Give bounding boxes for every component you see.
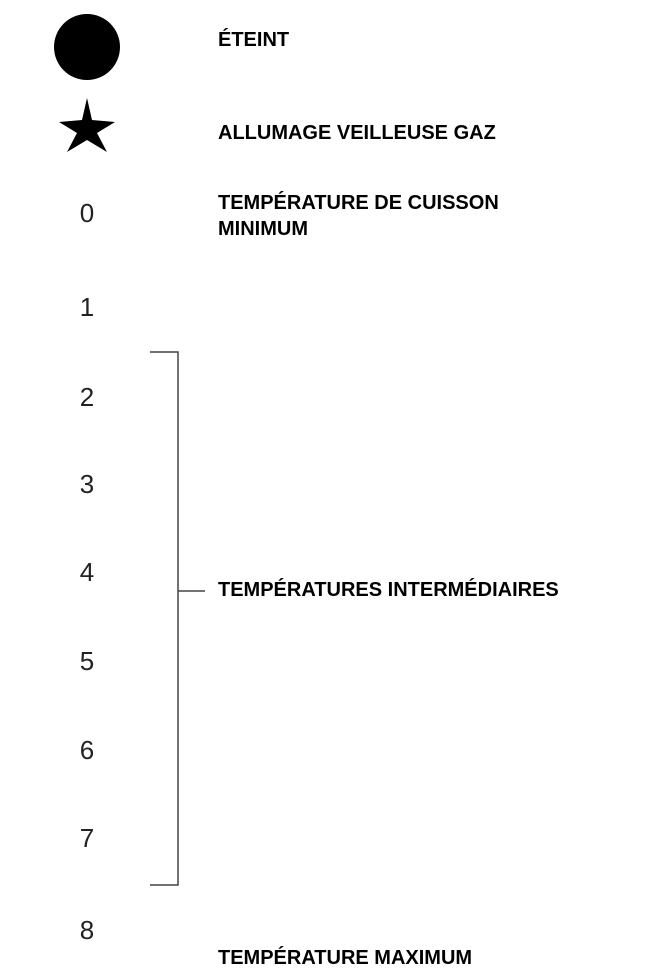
- setting-number: 3: [79, 469, 95, 499]
- setting-number: 8: [79, 915, 95, 945]
- setting-number: 4: [79, 557, 95, 587]
- label-maximum: TEMPÉRATURE MAXIMUM: [218, 947, 473, 969]
- bracket: [150, 351, 179, 886]
- setting-number: 6: [79, 735, 95, 765]
- setting-number: 5: [79, 646, 95, 676]
- setting-number: 7: [79, 823, 95, 853]
- pilot-symbol: [59, 98, 115, 152]
- label-off: ÉTEINT: [218, 29, 290, 51]
- setting-number: 0: [79, 198, 95, 228]
- off-symbol: [54, 14, 120, 80]
- label-intermediate: TEMPÉRATURES INTERMÉDIAIRES: [218, 579, 559, 601]
- label-minimum: TEMPÉRATURE DE CUISSON MINIMUM: [218, 192, 499, 240]
- setting-number: 2: [79, 382, 95, 412]
- label-pilot: ALLUMAGE VEILLEUSE GAZ: [218, 122, 496, 144]
- setting-number: 1: [79, 292, 95, 322]
